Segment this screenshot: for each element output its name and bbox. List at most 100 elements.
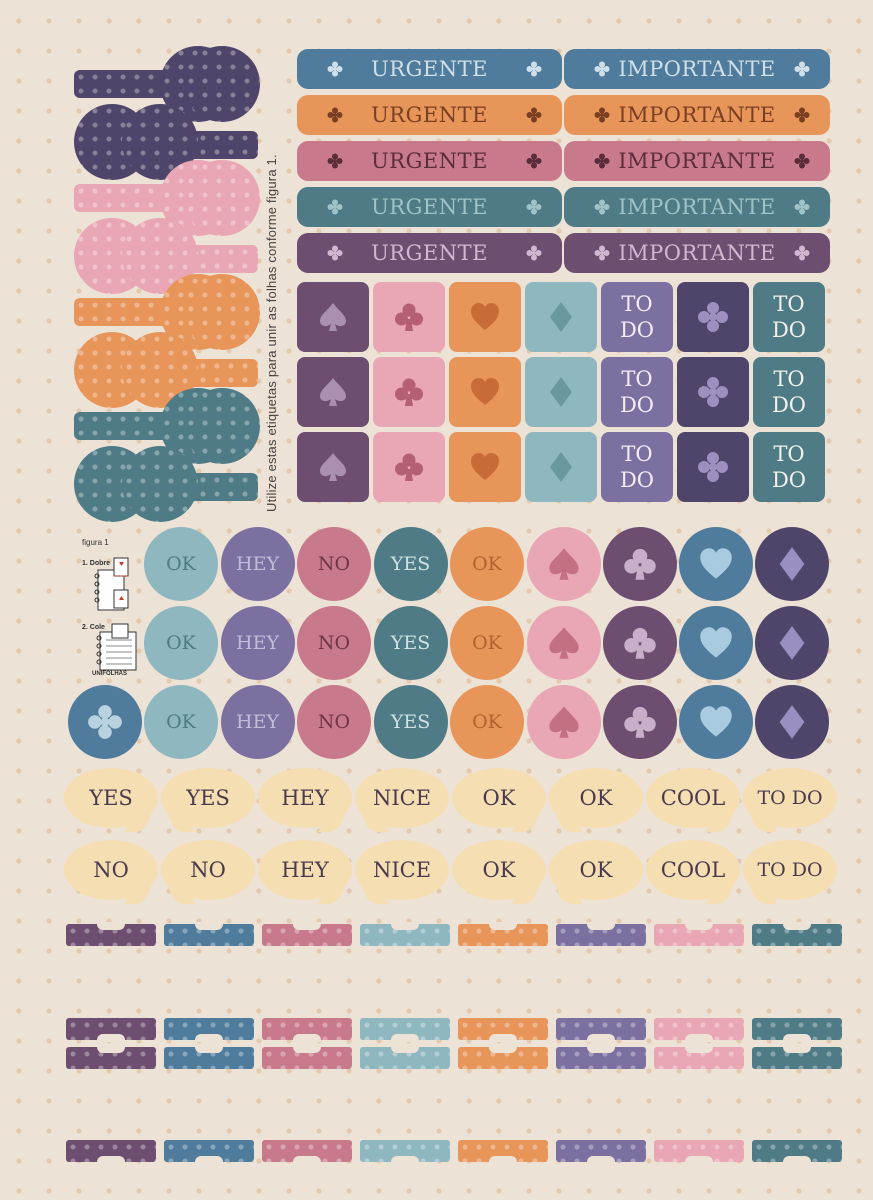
tag-urgente: URGENTE [297, 49, 562, 89]
circle-label: HEY [236, 632, 279, 654]
tag-importante: IMPORTANTE [564, 141, 830, 181]
tab-body [458, 1047, 548, 1069]
todo-line-2: DO [771, 318, 807, 342]
key-bow [122, 332, 198, 408]
tab-body [654, 1140, 744, 1162]
club-icon [327, 107, 343, 123]
word-circle: YES [373, 527, 448, 601]
word-circle: NO [297, 685, 371, 759]
tab-notch [685, 1156, 713, 1164]
circle-label: NO [317, 632, 351, 654]
tab-notch [391, 1045, 419, 1053]
todo-line-1: TO [773, 367, 805, 391]
tab-body [164, 1047, 254, 1069]
word-circle: HEY [220, 527, 295, 601]
tab-notch [195, 922, 223, 930]
speech-bubble: COOL [646, 768, 740, 832]
page-tab [752, 1045, 842, 1069]
todo-line-1: TO [621, 442, 653, 466]
club-icon [594, 153, 610, 169]
club-icon [594, 245, 610, 261]
tab-notch [391, 1034, 419, 1042]
club-icon [87, 704, 123, 740]
club-circle [603, 606, 677, 680]
page-tab [556, 1018, 646, 1042]
tab-notch [195, 1045, 223, 1053]
page-tab [458, 1018, 548, 1042]
club-icon [393, 451, 425, 483]
circle-label: OK [472, 553, 502, 575]
word-circle: OK [144, 685, 218, 759]
tag-urgente: URGENTE [297, 233, 562, 273]
page-tab [262, 1140, 352, 1164]
tab-notch [685, 1045, 713, 1053]
page-tab [360, 922, 450, 946]
word-circle: NO [297, 527, 371, 601]
tab-notch [391, 1156, 419, 1164]
page-tab [164, 1018, 254, 1042]
tab-notch [293, 1045, 321, 1053]
bubble-label: OK [579, 786, 613, 810]
tab-notch [685, 922, 713, 930]
tag-label: IMPORTANTE [618, 241, 776, 265]
club-icon [327, 153, 343, 169]
bubble-label: TO DO [757, 859, 823, 881]
circle-label: OK [472, 711, 502, 733]
speech-bubble: NO [161, 840, 255, 904]
todo-square: TO DO [753, 432, 825, 502]
heart-circle [679, 527, 753, 601]
club-circle [68, 685, 142, 759]
tab-body [556, 1047, 646, 1069]
todo-line-1: TO [621, 292, 653, 316]
tag-label: IMPORTANTE [618, 103, 776, 127]
heart-square [449, 357, 521, 427]
club-circle [603, 527, 677, 601]
page-tab [458, 922, 548, 946]
todo-square: TO DO [601, 357, 673, 427]
club-icon [594, 61, 610, 77]
diamond-square [525, 432, 597, 502]
figure-step-1: 1. Dobre [82, 560, 111, 567]
page-tab [654, 1140, 744, 1164]
tag-urgente: URGENTE [297, 187, 562, 227]
speech-bubble: YES [161, 768, 255, 832]
tab-body [654, 1047, 744, 1069]
page-tab [752, 1140, 842, 1164]
word-circle: OK [450, 606, 524, 680]
page-tab [752, 1018, 842, 1042]
bubble-label: NO [93, 858, 129, 882]
key-tab [74, 104, 260, 182]
tab-body [458, 1018, 548, 1040]
page-tab [360, 1018, 450, 1042]
bubble-label: OK [482, 858, 516, 882]
club-icon [526, 153, 542, 169]
spade-icon [317, 301, 349, 333]
circle-label: YES [390, 632, 431, 654]
tab-notch [587, 922, 615, 930]
club-icon [526, 61, 542, 77]
page-tab [654, 1018, 744, 1042]
word-circle: OK [144, 527, 218, 601]
word-circle: NO [297, 606, 371, 680]
speech-bubble: TO DO [743, 768, 837, 832]
key-bow [122, 446, 198, 522]
page-tab [66, 1018, 156, 1042]
club-icon [794, 245, 810, 261]
bubble-label: NICE [372, 858, 432, 882]
speech-bubble: COOL [646, 840, 740, 904]
key-bow [184, 46, 260, 122]
tag-label: IMPORTANTE [618, 57, 776, 81]
speech-bubble: TO DO [743, 840, 837, 904]
bubble-label: OK [482, 786, 516, 810]
bubble-label: HEY [281, 786, 329, 810]
speech-bubble: OK [549, 768, 643, 832]
tab-notch [489, 922, 517, 930]
page-tab [262, 1045, 352, 1069]
word-circle: HEY [220, 606, 295, 680]
tab-notch [97, 922, 125, 930]
heart-icon [469, 376, 501, 408]
word-circle: HEY [220, 685, 295, 759]
page-tab [556, 922, 646, 946]
key-tab [74, 274, 260, 352]
speech-bubble: NO [64, 840, 158, 904]
